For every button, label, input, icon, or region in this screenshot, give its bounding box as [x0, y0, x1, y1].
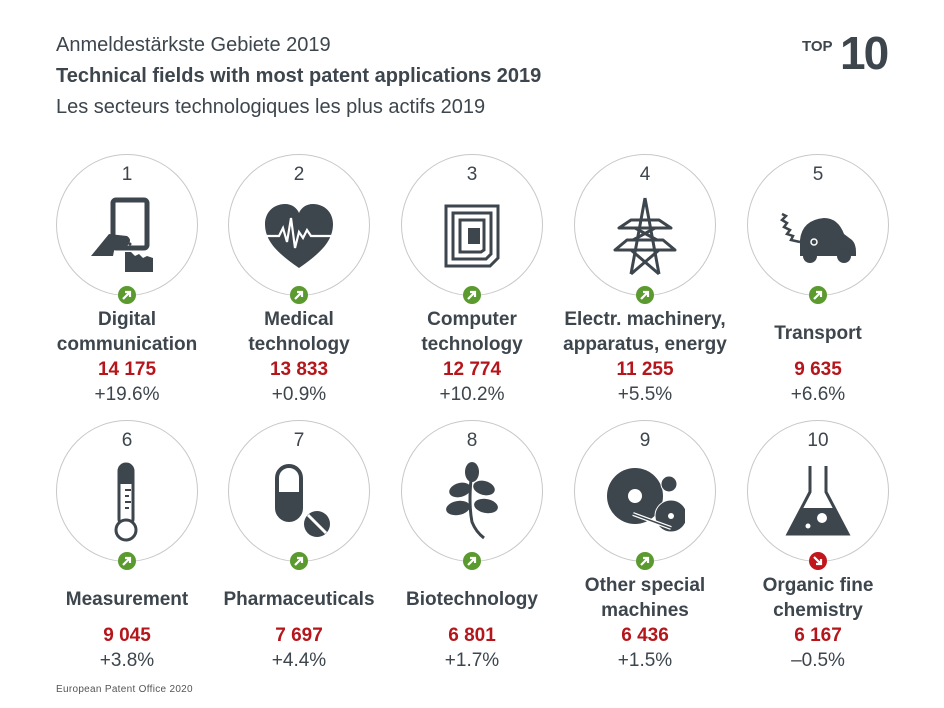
trend-up-icon: [463, 552, 481, 570]
field-change: +4.4%: [271, 650, 327, 671]
field-circle: [574, 154, 716, 296]
field-label-line: technology: [248, 334, 350, 355]
field-card: 10 Organic fine chemistry 6 167 –0.5%: [732, 420, 904, 671]
field-card: 7 Pharmaceuticals 7 697 +4.4%: [213, 420, 385, 671]
top10-badge-number: 10: [840, 27, 889, 79]
field-change: +1.5%: [617, 650, 673, 671]
field-rank: 3: [466, 164, 478, 185]
field-change: +1.7%: [444, 650, 500, 671]
field-change: +0.9%: [271, 384, 327, 405]
field-label: Pharmaceuticals: [203, 587, 395, 612]
field-label-line: technology: [421, 334, 523, 355]
field-value: 6 167: [794, 625, 842, 646]
field-card: 1 Digital communication 14 175 +19.6%: [41, 154, 213, 405]
trend-up-icon: [636, 286, 654, 304]
field-rank: 2: [293, 164, 305, 185]
field-change: +10.2%: [439, 384, 505, 405]
field-label: Computer technology: [376, 307, 568, 357]
trend-up-icon: [809, 286, 827, 304]
field-label-line: Computer: [427, 309, 517, 330]
field-value: 12 774: [442, 359, 502, 380]
field-label: Digital communication: [31, 307, 223, 357]
field-value: 6 436: [621, 625, 669, 646]
field-label-line: Electr. machinery,: [564, 309, 726, 330]
source-footer: European Patent Office 2020: [56, 684, 193, 695]
thermometer-icon: [87, 462, 167, 542]
heart-pulse-icon: [259, 196, 339, 276]
trend-up-icon: [636, 552, 654, 570]
field-card: 5 Transport 9 635 +6.6%: [732, 154, 904, 405]
field-label-line: machines: [601, 600, 689, 621]
gears-machine-icon: [605, 462, 688, 542]
trend-up-icon: [290, 286, 308, 304]
field-card: 3 Computer technology 12 774 +10.2%: [386, 154, 558, 405]
electric-car-icon: [778, 196, 858, 276]
field-change: +5.5%: [617, 384, 673, 405]
field-label-line: Transport: [774, 323, 862, 344]
field-value: 7 697: [275, 625, 323, 646]
field-change: +3.8%: [99, 650, 155, 671]
field-label-line: Other special: [584, 575, 706, 596]
field-value: 11 255: [616, 359, 674, 380]
trend-up-icon: [118, 552, 136, 570]
field-label: Other special machines: [549, 573, 741, 623]
field-rank: 8: [466, 430, 478, 451]
field-label-line: apparatus, energy: [563, 334, 727, 355]
field-rank: 6: [121, 430, 133, 451]
field-label-line: Digital: [97, 309, 157, 330]
field-value: 13 833: [269, 359, 329, 380]
field-value: 9 045: [103, 625, 151, 646]
tablet-hand-icon: [87, 196, 167, 276]
field-card: 4 Electr. machinery, apparatus, energy 11 …: [559, 154, 731, 405]
field-label-line: chemistry: [773, 600, 863, 621]
field-label: Organic fine chemistry: [722, 573, 914, 623]
field-label-line: communication: [56, 334, 198, 355]
title-french: Les secteurs technologiques les plus act…: [56, 96, 486, 118]
title-german: Anmeldestärkste Gebiete 2019: [56, 34, 331, 56]
field-change: –0.5%: [791, 650, 845, 671]
field-rank: 10: [807, 430, 829, 451]
power-pylon-icon: [605, 196, 685, 276]
field-circle: [56, 154, 198, 296]
field-label: Measurement: [31, 587, 223, 612]
field-rank: 5: [812, 164, 824, 185]
field-value: 6 801: [448, 625, 496, 646]
field-label-line: Organic fine: [762, 575, 874, 596]
title-english: Technical fields with most patent applic…: [56, 65, 542, 87]
field-card: 2 Medical technology 13 833 +0.9%: [213, 154, 385, 405]
field-rank: 4: [639, 164, 651, 185]
trend-up-icon: [118, 286, 136, 304]
field-label-line: Measurement: [65, 589, 189, 610]
field-value: 9 635: [794, 359, 842, 380]
field-value: 14 175: [97, 359, 157, 380]
field-rank: 9: [639, 430, 651, 451]
trend-down-icon: [809, 552, 827, 570]
field-card: 8 Biotechnology 6 801 +1.7%: [386, 420, 558, 671]
trend-up-icon: [463, 286, 481, 304]
field-label-line: Medical: [264, 309, 334, 330]
field-card: 6 Measurement 9 045 +3.8%: [41, 420, 213, 671]
field-label: Electr. machinery, apparatus, energy: [549, 307, 741, 357]
field-label-line: Pharmaceuticals: [223, 589, 375, 610]
pill-icon: [259, 462, 339, 542]
field-label: Medical technology: [203, 307, 395, 357]
plant-icon: [432, 462, 512, 542]
flask-icon: [778, 462, 858, 542]
field-rank: 1: [121, 164, 133, 185]
field-change: +6.6%: [790, 384, 846, 405]
chip-icon: [432, 196, 512, 276]
field-card: 9 Other special machines 6 436 +1.5%: [559, 420, 731, 671]
field-change: +19.6%: [94, 384, 160, 405]
field-label-line: Biotechnology: [406, 589, 538, 610]
top10-badge-top: TOP: [802, 38, 833, 55]
field-label: Transport: [722, 321, 914, 346]
field-label: Biotechnology: [376, 587, 568, 612]
field-circle: [747, 420, 889, 562]
trend-up-icon: [290, 552, 308, 570]
field-rank: 7: [293, 430, 305, 451]
